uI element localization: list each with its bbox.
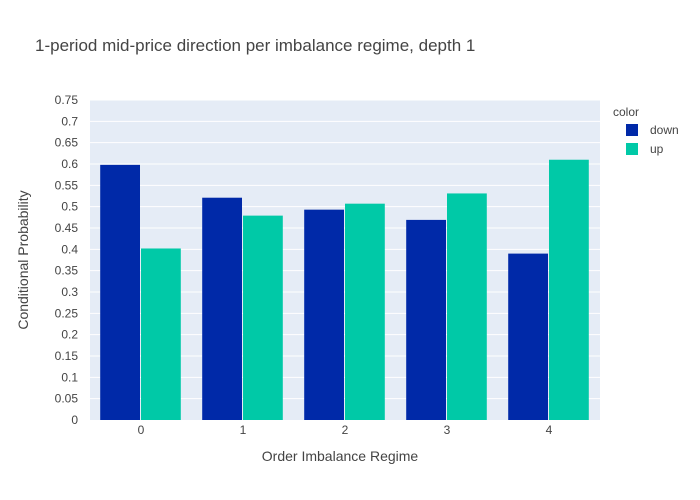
x-tick-label: 2	[342, 423, 349, 437]
bar-down-1	[202, 197, 242, 420]
y-tick-label: 0.1	[61, 370, 78, 384]
y-tick-label: 0	[71, 413, 78, 427]
x-tick-label: 3	[444, 423, 451, 437]
legend: color down up	[613, 105, 679, 156]
y-tick-label: 0.35	[55, 264, 79, 278]
bar-up-3	[447, 193, 487, 420]
y-tick-label: 0.25	[55, 306, 79, 320]
chart-title: 1-period mid-price direction per imbalan…	[35, 36, 475, 55]
bars	[100, 159, 589, 420]
y-tick-label: 0.75	[55, 93, 79, 107]
x-axis-title: Order Imbalance Regime	[262, 448, 419, 464]
bar-down-2	[304, 209, 344, 420]
legend-label-up: up	[650, 142, 664, 156]
bar-down-0	[100, 164, 140, 420]
bar-up-0	[141, 248, 181, 420]
x-tick-label: 1	[240, 423, 247, 437]
bar-up-1	[243, 215, 283, 420]
legend-swatch-down	[626, 124, 638, 136]
bar-up-2	[345, 203, 385, 420]
y-tick-label: 0.7	[61, 114, 78, 128]
legend-swatch-up	[626, 143, 638, 155]
legend-label-down: down	[650, 123, 679, 137]
y-tick-label: 0.3	[61, 285, 78, 299]
y-tick-label: 0.5	[61, 200, 78, 214]
legend-title: color	[613, 105, 639, 119]
y-tick-label: 0.05	[55, 392, 79, 406]
y-tick-label: 0.4	[61, 242, 78, 256]
bar-up-4	[549, 159, 589, 420]
y-tick-label: 0.55	[55, 178, 79, 192]
y-tick-label: 0.15	[55, 349, 79, 363]
y-tick-label: 0.2	[61, 328, 78, 342]
x-tick-label: 4	[546, 423, 553, 437]
y-tick-label: 0.65	[55, 136, 79, 150]
x-tick-label: 0	[138, 423, 145, 437]
bar-down-3	[406, 219, 446, 420]
x-tick-labels: 0 1 2 3 4	[138, 423, 553, 437]
y-tick-label: 0.45	[55, 221, 79, 235]
y-axis-title: Conditional Probability	[15, 190, 31, 329]
y-tick-labels: 0 0.05 0.1 0.15 0.2 0.25 0.3 0.35 0.4 0.45 0.5 0.55…	[55, 93, 79, 427]
y-tick-label: 0.6	[61, 157, 78, 171]
bar-down-4	[508, 253, 548, 420]
